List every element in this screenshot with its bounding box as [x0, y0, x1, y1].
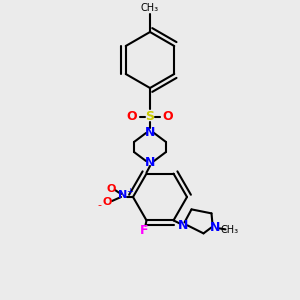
Text: N: N	[210, 221, 221, 234]
Text: N: N	[145, 125, 155, 139]
Text: N: N	[178, 219, 189, 232]
Text: S: S	[146, 110, 154, 124]
Text: -: -	[97, 200, 101, 210]
Text: N: N	[118, 190, 127, 200]
Text: +: +	[127, 187, 134, 196]
Text: O: O	[163, 110, 173, 124]
Text: O: O	[102, 197, 112, 207]
Text: CH₃: CH₃	[141, 3, 159, 13]
Text: CH₃: CH₃	[220, 225, 238, 236]
Text: O: O	[127, 110, 137, 124]
Text: F: F	[140, 224, 149, 237]
Text: N: N	[145, 155, 155, 169]
Text: O: O	[106, 184, 116, 194]
